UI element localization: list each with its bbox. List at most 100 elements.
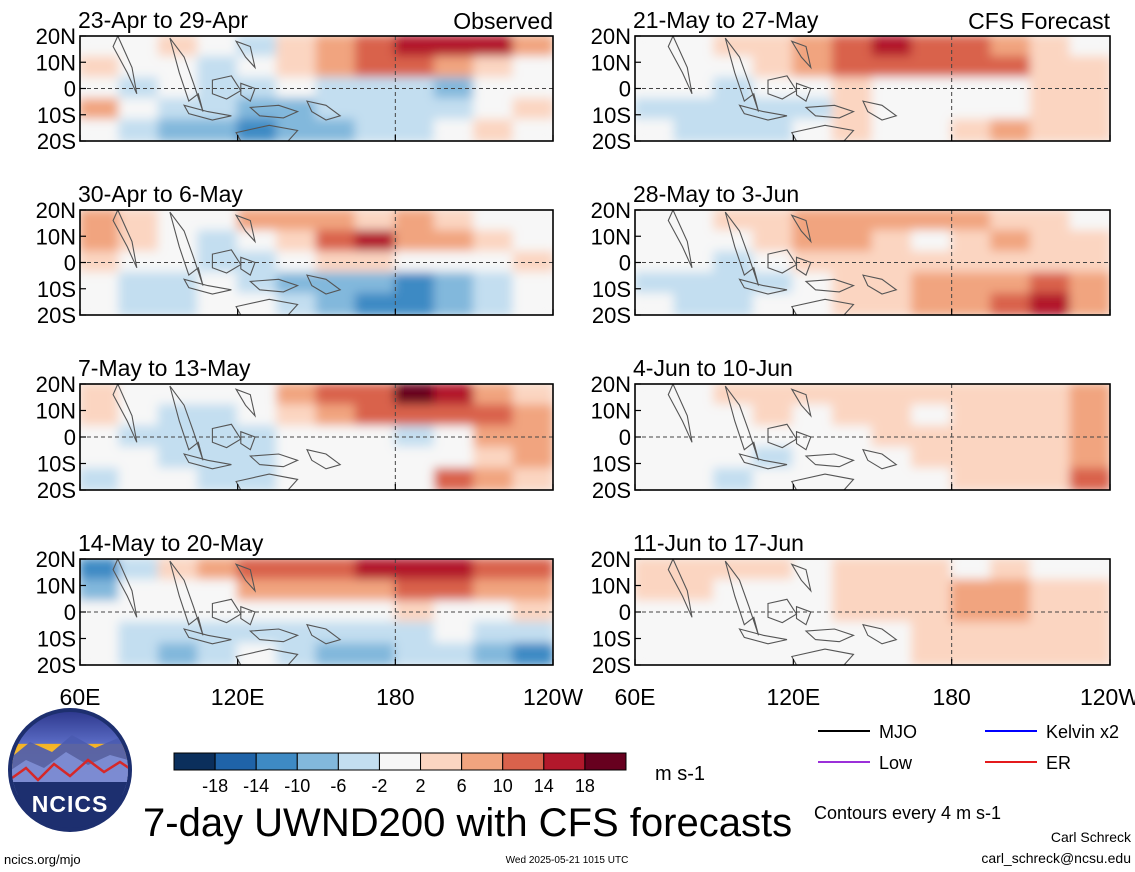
anomaly-cell xyxy=(792,467,834,490)
coastline xyxy=(235,473,299,490)
anomaly-cell xyxy=(473,230,515,253)
anomaly-cell xyxy=(197,230,239,253)
anomaly-cell xyxy=(673,293,716,315)
anomaly-cell xyxy=(354,210,397,232)
coastline xyxy=(234,40,256,70)
anomaly-cell xyxy=(118,621,160,645)
anomaly-cell xyxy=(752,56,795,79)
anomaly-cell xyxy=(276,98,318,121)
coastline xyxy=(738,104,788,121)
anomaly-cell xyxy=(871,579,914,603)
anomaly-cell xyxy=(950,621,993,645)
coastline xyxy=(795,256,812,276)
anomaly-cell xyxy=(911,579,953,603)
anomaly-cell xyxy=(80,404,121,428)
anomaly-cell xyxy=(911,621,953,645)
anomaly-cell xyxy=(354,559,397,582)
anomaly-cell xyxy=(673,642,716,665)
anomaly-cell xyxy=(80,251,121,274)
coastline xyxy=(211,423,242,449)
y-tick-label: 20S xyxy=(37,653,76,678)
anomaly-cell xyxy=(713,293,755,315)
anomaly-cell xyxy=(990,210,1032,232)
coastline xyxy=(306,623,342,645)
panel-date-range: 30-Apr to 6-May xyxy=(78,181,243,207)
legend-label: ER xyxy=(1046,753,1071,773)
anomaly-cell xyxy=(871,293,914,315)
anomaly-cell xyxy=(1029,98,1072,121)
anomaly-cell xyxy=(635,600,676,624)
anomaly-cell xyxy=(473,119,515,141)
anomaly-cell xyxy=(80,293,121,315)
y-tick-label: 10S xyxy=(592,277,631,302)
anomaly-cell xyxy=(354,98,397,121)
anomaly-cell xyxy=(157,642,200,665)
anomaly-cell xyxy=(871,119,914,141)
author-email[interactable]: carl_schreck@ncsu.edu xyxy=(981,850,1131,866)
y-tick-label: 10S xyxy=(592,452,631,477)
anomaly-cell xyxy=(433,56,476,79)
anomaly-cell xyxy=(80,36,121,58)
observed-label: Observed xyxy=(453,8,553,34)
anomaly-cell xyxy=(433,98,476,121)
anomaly-cell xyxy=(635,230,676,253)
anomaly-cell xyxy=(950,559,993,582)
anomaly-cell xyxy=(354,36,397,58)
anomaly-cell xyxy=(713,98,755,121)
anomaly-cell xyxy=(990,579,1032,603)
anomaly-cell xyxy=(792,293,834,315)
anomaly-cell xyxy=(276,210,318,232)
anomaly-cell xyxy=(433,230,476,253)
coastline xyxy=(795,605,812,626)
anomaly-cell xyxy=(1029,210,1072,232)
anomaly-cell xyxy=(871,56,914,79)
y-tick-label: 0 xyxy=(64,425,76,450)
site-link[interactable]: ncics.org/mjo xyxy=(4,852,81,867)
anomaly-cell xyxy=(315,272,357,295)
anomaly-cell xyxy=(197,559,239,582)
anomaly-cell xyxy=(752,251,795,274)
coastline xyxy=(234,214,256,244)
anomaly-cell xyxy=(752,210,795,232)
coastline xyxy=(724,37,760,112)
anomaly-cell xyxy=(236,579,279,603)
coastline xyxy=(790,388,812,418)
anomaly-cell xyxy=(673,272,716,295)
anomaly-cell xyxy=(354,404,397,428)
anomaly-cell xyxy=(673,467,716,490)
coastline xyxy=(667,384,693,443)
anomaly-cell xyxy=(80,600,121,624)
anomaly-cell xyxy=(635,272,676,295)
y-tick-label: 20N xyxy=(591,24,631,49)
anomaly-cell xyxy=(354,467,397,490)
anomaly-cell xyxy=(473,272,515,295)
anomaly-cell xyxy=(752,579,795,603)
anomaly-cell xyxy=(118,210,160,232)
anomaly-cell xyxy=(394,446,436,470)
anomaly-cell xyxy=(197,251,239,274)
anomaly-cell xyxy=(118,559,160,582)
anomaly-cell xyxy=(157,293,200,315)
anomaly-cell xyxy=(197,404,239,428)
anomaly-cell xyxy=(635,119,676,141)
anomaly-cell xyxy=(911,446,953,470)
anomaly-cell xyxy=(752,642,795,665)
anomaly-cell xyxy=(157,446,200,470)
anomaly-cell xyxy=(433,559,476,582)
anomaly-cell xyxy=(197,384,239,407)
anomaly-cell xyxy=(512,621,553,645)
anomaly-cell xyxy=(315,404,357,428)
coastline xyxy=(790,648,855,665)
anomaly-cell xyxy=(1029,56,1072,79)
anomaly-cell xyxy=(713,559,755,582)
anomaly-cell xyxy=(80,119,121,141)
coastline xyxy=(112,384,138,443)
anomaly-cell xyxy=(394,467,436,490)
coastline xyxy=(667,210,693,269)
anomaly-cell xyxy=(394,600,436,624)
coastline xyxy=(112,559,138,618)
anomaly-cell xyxy=(157,621,200,645)
